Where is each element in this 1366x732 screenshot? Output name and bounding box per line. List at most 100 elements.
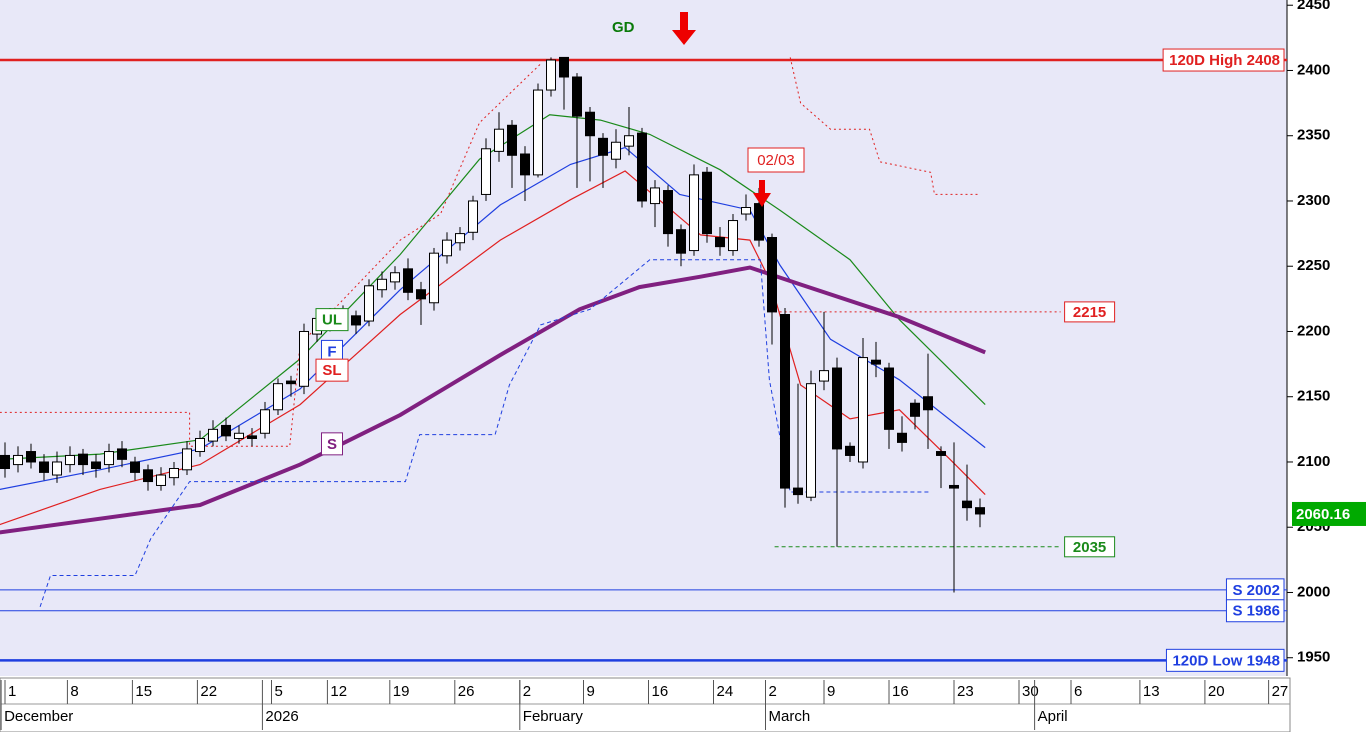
candle-body bbox=[819, 370, 830, 382]
x-tick-label: 12 bbox=[330, 683, 347, 700]
candle-body bbox=[585, 111, 596, 137]
candle-body bbox=[533, 89, 544, 176]
candle-body bbox=[169, 468, 180, 479]
last-price-label: 2060.16 bbox=[1296, 506, 1350, 523]
series-label: UL bbox=[322, 312, 342, 329]
level-label: 120D High 2408 bbox=[1169, 52, 1280, 69]
candle-body bbox=[910, 402, 921, 417]
candle-body bbox=[962, 500, 973, 509]
level-label: S 2002 bbox=[1232, 582, 1280, 599]
candle-body bbox=[559, 56, 570, 78]
candle-body bbox=[520, 153, 531, 176]
candle-body bbox=[481, 148, 492, 195]
candle-body bbox=[234, 432, 245, 439]
candle-body bbox=[845, 445, 856, 456]
candle-body bbox=[442, 239, 453, 257]
candle-body bbox=[572, 76, 583, 117]
candle-body bbox=[728, 220, 739, 252]
candle-body bbox=[156, 474, 167, 486]
candle-body bbox=[364, 285, 375, 322]
level-label: 120D Low 1948 bbox=[1172, 652, 1280, 669]
candle-body bbox=[754, 203, 765, 241]
candle-body bbox=[117, 448, 128, 460]
last-price-box bbox=[1292, 501, 1366, 526]
candle-body bbox=[702, 171, 713, 235]
candle-body bbox=[195, 437, 206, 453]
candle-body bbox=[221, 424, 232, 437]
x-tick-label: 2 bbox=[769, 683, 777, 700]
candle-body bbox=[273, 383, 284, 411]
x-tick-label: 30 bbox=[1022, 683, 1039, 700]
x-tick-label: 9 bbox=[827, 683, 835, 700]
month-label: February bbox=[523, 708, 584, 725]
x-tick-label: 6 bbox=[1074, 683, 1082, 700]
candle-body bbox=[689, 174, 700, 252]
candle-body bbox=[91, 461, 102, 470]
x-tick-label: 26 bbox=[458, 683, 475, 700]
candle-body bbox=[104, 451, 115, 466]
candle-body bbox=[793, 487, 804, 496]
x-axis-area bbox=[0, 677, 1291, 732]
plot-background bbox=[0, 0, 1287, 676]
x-tick-label: 2 bbox=[523, 683, 531, 700]
y-tick-label: 2150 bbox=[1297, 388, 1330, 405]
candle-body bbox=[247, 435, 258, 439]
y-tick-label: 2200 bbox=[1297, 322, 1330, 339]
candle-body bbox=[767, 237, 778, 313]
y-tick-label: 2250 bbox=[1297, 257, 1330, 274]
candle-body bbox=[468, 200, 479, 233]
candle-body bbox=[52, 461, 63, 476]
candle-body bbox=[260, 409, 271, 434]
candle-body bbox=[611, 141, 622, 160]
candle-body bbox=[377, 278, 388, 291]
candle-body bbox=[715, 237, 726, 248]
candle-body bbox=[663, 190, 674, 235]
x-tick-label: 16 bbox=[892, 683, 909, 700]
candle-body bbox=[494, 128, 505, 152]
y-tick-label: 2450 bbox=[1297, 0, 1330, 13]
x-tick-label: 9 bbox=[587, 683, 595, 700]
x-tick-label: 27 bbox=[1272, 683, 1289, 700]
series-label: F bbox=[327, 343, 336, 360]
candle-body bbox=[390, 272, 401, 283]
x-tick-label: 19 bbox=[393, 683, 410, 700]
y-tick-label: 2400 bbox=[1297, 61, 1330, 78]
x-tick-label: 5 bbox=[275, 683, 283, 700]
candle-body bbox=[949, 484, 960, 489]
x-tick-label: 23 bbox=[957, 683, 974, 700]
series-label-box bbox=[315, 308, 349, 332]
series-label-box bbox=[321, 432, 343, 456]
level-label-box bbox=[1165, 648, 1285, 672]
candle-body bbox=[650, 187, 661, 205]
date-marker-box bbox=[747, 147, 805, 173]
candle-body bbox=[897, 432, 908, 443]
candle-body bbox=[871, 359, 882, 365]
y-tick-label: 1950 bbox=[1297, 649, 1330, 666]
level-label: 2215 bbox=[1073, 304, 1106, 321]
candle-body bbox=[143, 469, 154, 483]
candle-body bbox=[13, 454, 24, 466]
overlay-line bbox=[0, 265, 986, 535]
candle-body bbox=[546, 59, 557, 91]
series-label-box bbox=[315, 358, 349, 382]
candle-body bbox=[780, 314, 791, 489]
candle-body bbox=[676, 229, 687, 254]
y-tick-label: 2100 bbox=[1297, 453, 1330, 470]
candle-body bbox=[832, 367, 843, 450]
x-tick-label: 20 bbox=[1208, 683, 1225, 700]
x-tick-label: 15 bbox=[135, 683, 152, 700]
x-tick-label: 16 bbox=[652, 683, 669, 700]
y-tick-label: 2300 bbox=[1297, 192, 1330, 209]
y-tick-label: 2350 bbox=[1297, 127, 1330, 144]
level-label-box bbox=[1064, 536, 1116, 558]
overlay-line bbox=[0, 114, 986, 460]
y-tick-label: 2000 bbox=[1297, 583, 1330, 600]
candle-body bbox=[299, 330, 310, 387]
month-label: 2026 bbox=[265, 708, 298, 725]
candle-body bbox=[78, 453, 89, 466]
candle-body bbox=[416, 289, 427, 300]
candle-body bbox=[351, 315, 362, 326]
date-marker-arrow bbox=[753, 180, 771, 207]
candle-body bbox=[182, 448, 193, 471]
